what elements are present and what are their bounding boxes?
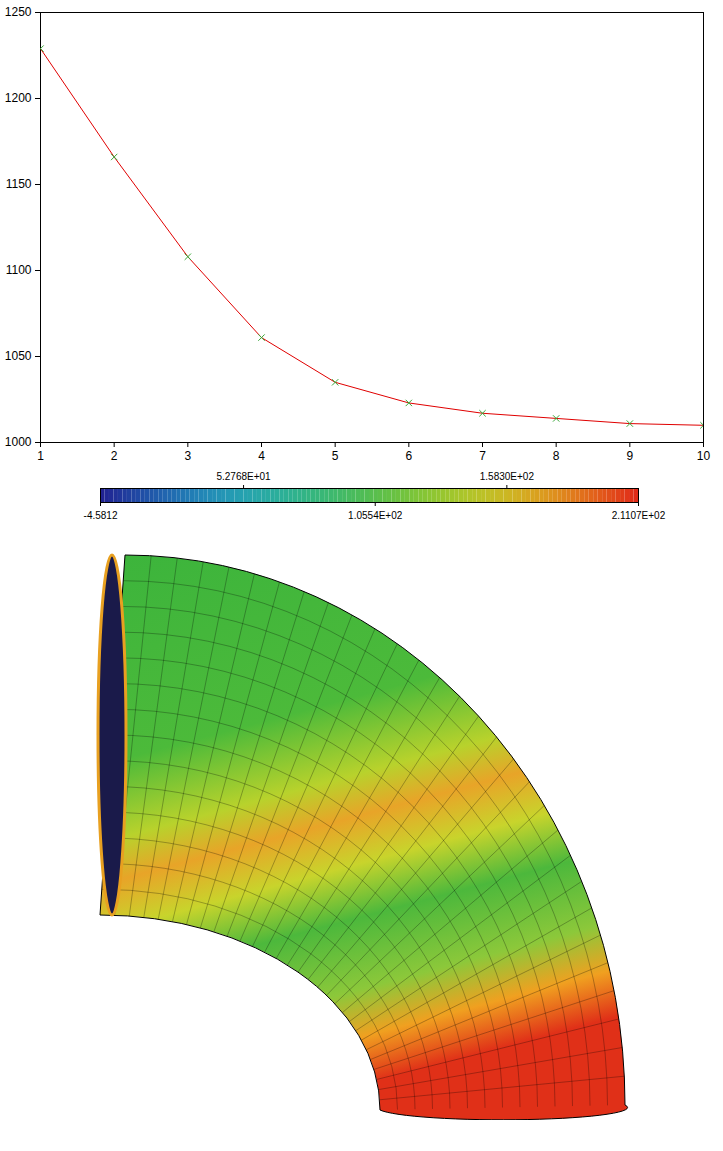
svg-text:1: 1 xyxy=(37,449,44,463)
svg-text:1000: 1000 xyxy=(5,435,32,449)
svg-text:1050: 1050 xyxy=(5,349,32,363)
svg-text:5: 5 xyxy=(332,449,339,463)
svg-text:3: 3 xyxy=(184,449,191,463)
svg-text:1.0554E+02: 1.0554E+02 xyxy=(348,510,403,520)
svg-text:1150: 1150 xyxy=(6,177,32,191)
svg-text:8: 8 xyxy=(553,449,560,463)
svg-text:4: 4 xyxy=(258,449,265,463)
svg-text:5.2768E+01: 5.2768E+01 xyxy=(216,471,271,482)
svg-text:2: 2 xyxy=(111,449,118,463)
svg-text:9: 9 xyxy=(626,449,633,463)
svg-text:-4.5812: -4.5812 xyxy=(84,510,118,520)
svg-text:10: 10 xyxy=(697,449,711,463)
svg-text:7: 7 xyxy=(479,449,486,463)
svg-text:2.1107E+02: 2.1107E+02 xyxy=(612,510,666,520)
svg-text:1.5830E+02: 1.5830E+02 xyxy=(480,471,535,482)
svg-text:6: 6 xyxy=(405,449,412,463)
svg-text:1250: 1250 xyxy=(5,5,32,19)
svg-text:1100: 1100 xyxy=(6,263,32,277)
svg-text:1200: 1200 xyxy=(5,91,32,105)
